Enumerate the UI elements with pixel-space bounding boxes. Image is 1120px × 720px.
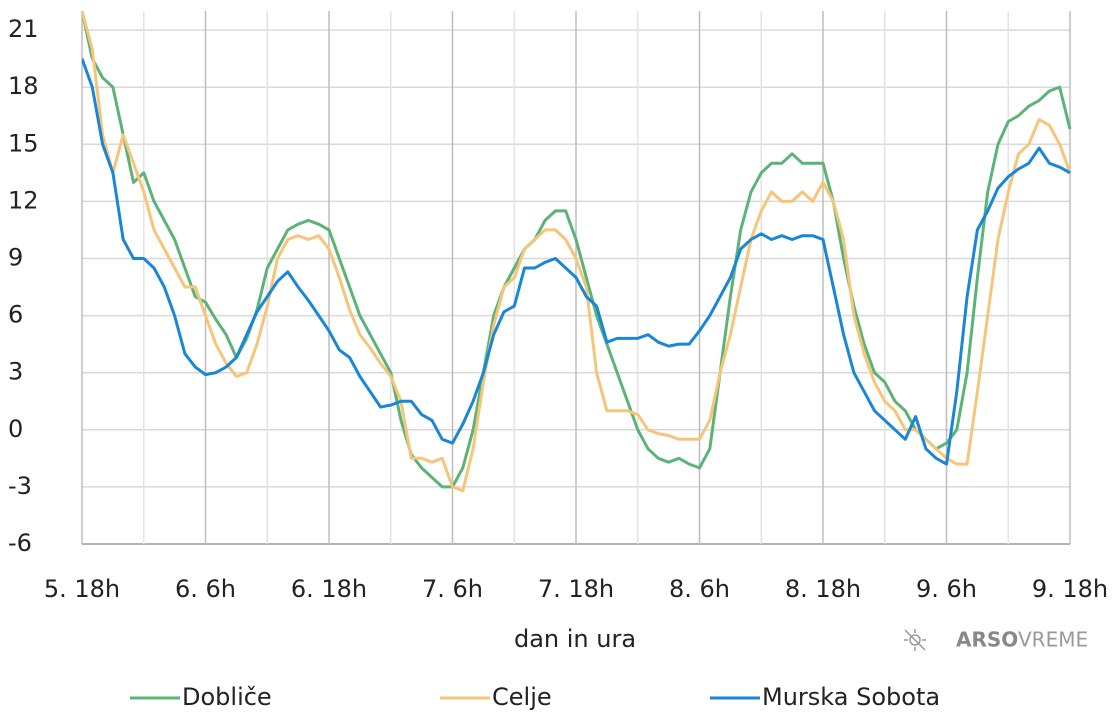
y-tick-label: 18 [8,72,39,100]
y-tick-label: 6 [8,301,23,329]
y-tick-label: 21 [8,15,39,43]
legend-label: Celje [492,683,552,711]
series-line [82,10,1072,489]
y-tick-label: 12 [8,186,39,214]
x-tick-label: 7. 6h [422,575,483,603]
y-tick-label: 0 [8,415,23,443]
y-tick-label: 15 [8,129,39,157]
x-tick-label: 7. 18h [538,575,614,603]
y-tick-label: 9 [8,244,23,272]
logo-brand: ARSO [956,628,1018,652]
y-tick-label: 3 [8,358,23,386]
logo-icon [904,629,926,651]
series-line [82,58,1071,466]
x-tick-label: 8. 6h [669,575,730,603]
legend-label: Murska Sobota [762,683,940,711]
series-line [82,10,1072,493]
x-tick-label: 9. 6h [916,575,977,603]
x-tick-label: 9. 18h [1032,575,1108,603]
x-tick-label: 6. 6h [175,575,236,603]
logo-product: VREME [1018,628,1088,652]
y-tick-label: -6 [8,529,32,557]
logo: ARSO VREME [904,628,1088,652]
x-tick-label: 6. 18h [291,575,367,603]
x-tick-label: 5. 18h [44,575,120,603]
y-tick-label: -3 [8,472,32,500]
x-tick-label: 8. 18h [785,575,861,603]
legend-label: Dobliče [182,683,272,711]
x-axis-title: dan in ura [514,625,636,653]
